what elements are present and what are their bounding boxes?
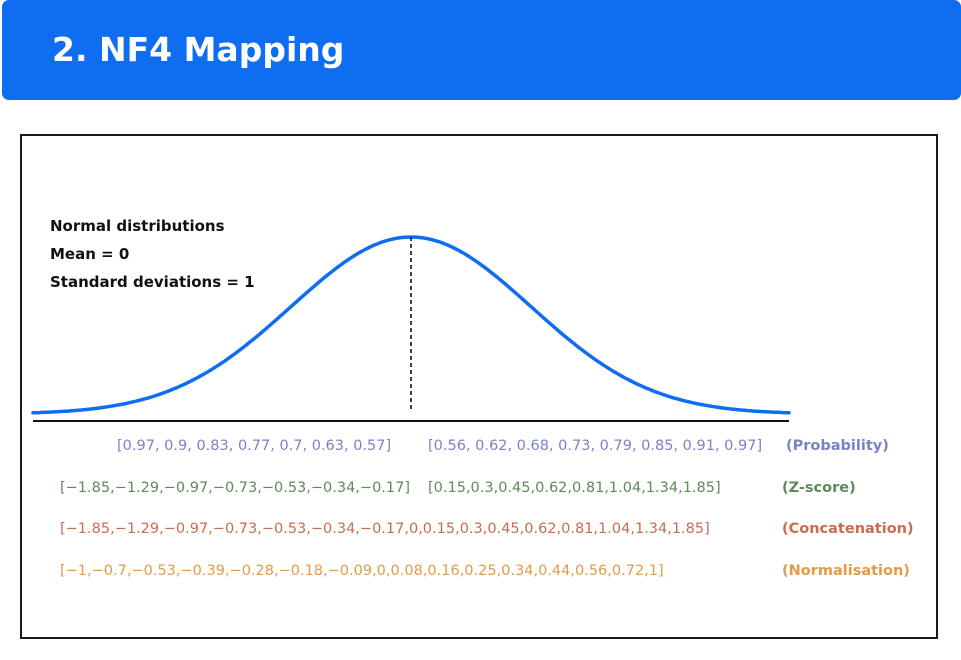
- diagram-panel: [20, 134, 938, 639]
- info-mean-label: Mean = 0: [50, 245, 130, 263]
- probability-left-values: [0.97, 0.9, 0.83, 0.77, 0.7, 0.63, 0.57]: [117, 438, 392, 454]
- zscore-left-values: [−1.85,−1.29,−0.97,−0.73,−0.53,−0.34,−0.…: [60, 480, 411, 496]
- page-title: 2. NF4 Mapping: [52, 30, 345, 69]
- info-distribution-label: Normal distributions: [50, 217, 225, 235]
- normalisation-label: (Normalisation): [782, 563, 910, 579]
- probability-label: (Probability): [786, 438, 889, 454]
- probability-right-values: [0.56, 0.62, 0.68, 0.73, 0.79, 0.85, 0.9…: [428, 438, 763, 454]
- zscore-label: (Z-score): [782, 480, 856, 496]
- concatenation-values: [−1.85,−1.29,−0.97,−0.73,−0.53,−0.34,−0.…: [60, 521, 710, 537]
- info-std-label: Standard deviations = 1: [50, 273, 255, 291]
- zscore-right-values: [0.15,0.3,0.45,0.62,0.81,1.04,1.34,1.85]: [428, 480, 721, 496]
- concatenation-label: (Concatenation): [782, 521, 914, 537]
- header-banner: 2. NF4 Mapping: [2, 0, 961, 100]
- normalisation-values: [−1,−0.7,−0.53,−0.39,−0.28,−0.18,−0.09,0…: [60, 563, 664, 579]
